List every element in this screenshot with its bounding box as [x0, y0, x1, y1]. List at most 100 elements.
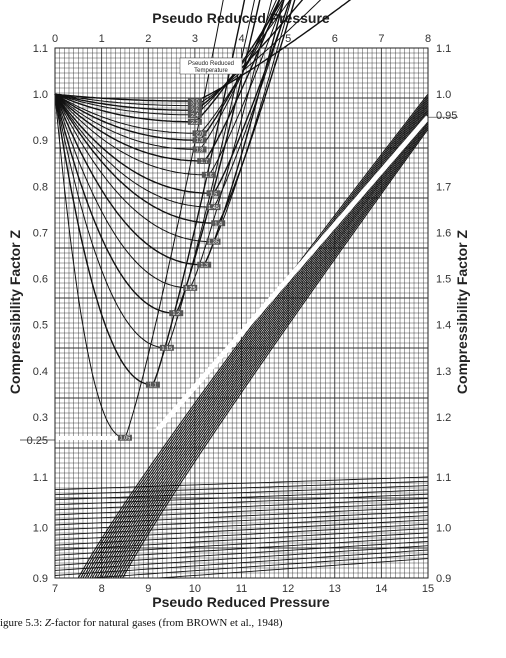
y-tick-left-upper: 0.6 — [33, 274, 48, 286]
lower-curve — [54, 523, 429, 546]
curve-label-1-35: 1.35 — [208, 240, 219, 246]
rising-curve — [103, 114, 429, 579]
x-tick-top-6: 6 — [332, 33, 338, 45]
y-tick-right: 1.2 — [436, 412, 451, 424]
curve-label-2-8: 2.8 — [191, 104, 199, 110]
plot-frame — [54, 47, 429, 579]
curve-label-bg — [197, 157, 212, 164]
x-tick-bottom-14: 14 — [375, 583, 387, 595]
y-tick-right: 0.95 — [436, 110, 457, 122]
curve-label-bg — [206, 238, 221, 245]
y-tick-left-upper: 0.5 — [33, 320, 48, 332]
rising-curve — [105, 116, 429, 579]
curve-label-1-5: 1.5 — [210, 191, 218, 197]
x-tick-top-0: 0 — [52, 33, 58, 45]
legend-title-line-2: Temperature — [194, 68, 228, 74]
rising-curve — [87, 101, 429, 579]
x-tick-top-7: 7 — [378, 33, 384, 45]
y-tick-right: 1.0 — [436, 89, 451, 101]
curve-label-2-6: 2.6 — [191, 108, 199, 114]
curve-label-1-3: 1.3 — [200, 263, 208, 269]
x-tick-top-8: 8 — [425, 33, 431, 45]
rising-curve — [98, 110, 429, 579]
curve-label-bg — [187, 102, 202, 109]
y-axis-label-right: Compressibility Factor Z — [454, 229, 470, 394]
curve-tr-1-5 — [54, 0, 291, 194]
y-tick-left-upper: 0.9 — [33, 135, 48, 147]
legend-box: Pseudo Reduced Temperature — [179, 57, 243, 75]
rising-curve — [96, 108, 429, 579]
y-axis-label-left: Compressibility Factor Z — [7, 229, 23, 394]
rising-curve — [84, 99, 429, 579]
rising-curve — [101, 112, 429, 579]
curve-tr-1-3 — [54, 0, 285, 266]
lower-curve — [54, 498, 429, 516]
legend-title-line-1: Pseudo Reduced — [188, 61, 234, 67]
white-band — [55, 115, 430, 441]
curve-label-1-4: 1.4 — [214, 221, 222, 227]
curve-label-bg — [211, 220, 226, 227]
x-tick-bottom-12: 12 — [282, 583, 294, 595]
curve-label-1-8: 1.8 — [196, 147, 204, 153]
y-tick-right: 1.3 — [436, 366, 451, 378]
lower-curve — [54, 510, 429, 531]
curve-label-bg — [206, 204, 221, 211]
curve-tr-1-05 — [54, 0, 224, 439]
curve-tr-1-1 — [54, 0, 246, 386]
curve-label-1-9: 1.9 — [196, 138, 204, 144]
curve-label-bg — [117, 434, 132, 441]
tick-labels: 0 1 2 3 4 5 6 7 87 8 9 10 11 12 13 14 150.250.30.40.50.6… — [27, 33, 458, 595]
curve-label-1-25: 1.25 — [185, 286, 196, 292]
curve-label-bg — [192, 130, 207, 137]
curve-tr-1-6 — [54, 0, 285, 176]
curve-label-bg — [192, 137, 207, 144]
figure-caption: igure 5.3: Z-factor for natural gases (f… — [0, 617, 506, 629]
rising-curve — [115, 123, 429, 579]
curve-label-1-45: 1.45 — [208, 205, 219, 211]
curve-label-bg — [192, 146, 207, 153]
curve-label-bg — [159, 344, 174, 351]
y-tick-right: 1.0 — [436, 523, 451, 535]
y-tick-left-lower: 1.0 — [33, 523, 48, 535]
x-tick-bottom-8: 8 — [99, 583, 105, 595]
caption-prefix: igure 5.3: — [0, 617, 45, 629]
rising-curve — [80, 95, 429, 579]
lower-curve — [54, 493, 429, 511]
curve-label-bg — [187, 107, 202, 114]
curve-tr-1-2 — [54, 0, 261, 314]
x-tick-bottom-15: 15 — [422, 583, 434, 595]
rising-curve — [77, 93, 429, 579]
y-tick-right: 1.5 — [436, 274, 451, 286]
x-tick-bottom-7: 7 — [52, 583, 58, 595]
curve-label-bg — [183, 284, 198, 291]
legend-box-rect — [179, 57, 243, 75]
y-tick-right: 1.6 — [436, 227, 451, 239]
curve-label-bg — [201, 171, 216, 178]
curve-tr-1-45 — [54, 0, 291, 208]
curve-tr-1-7 — [54, 0, 281, 162]
rising-curve — [119, 127, 429, 579]
curve-label-2-0: 2.0 — [196, 131, 204, 137]
curve-label-bg — [187, 118, 202, 125]
curve-layer — [54, 0, 429, 579]
lower-curve — [54, 540, 429, 566]
curve-label-bg — [169, 310, 184, 317]
y-tick-right: 1.1 — [436, 472, 451, 484]
curve-tr-1-25 — [54, 0, 273, 289]
curve-label-bg — [206, 190, 221, 197]
curve-label-bg — [187, 111, 202, 118]
curve-label-bg — [197, 261, 212, 268]
lower-curve — [54, 480, 429, 496]
y-tick-left-lower: 1.1 — [33, 472, 48, 484]
curve-label-2-2: 2.2 — [191, 120, 199, 126]
y-tick-left-upper: 0.8 — [33, 181, 48, 193]
y-tick-left-upper: 1.1 — [33, 43, 48, 55]
rising-curve — [108, 117, 429, 579]
curve-label-bg — [187, 98, 202, 105]
x-tick-top-2: 2 — [145, 33, 151, 45]
x-tick-bottom-10: 10 — [189, 583, 201, 595]
rising-curve — [122, 128, 429, 579]
lower-curve — [54, 489, 429, 506]
x-tick-top-5: 5 — [285, 33, 291, 45]
